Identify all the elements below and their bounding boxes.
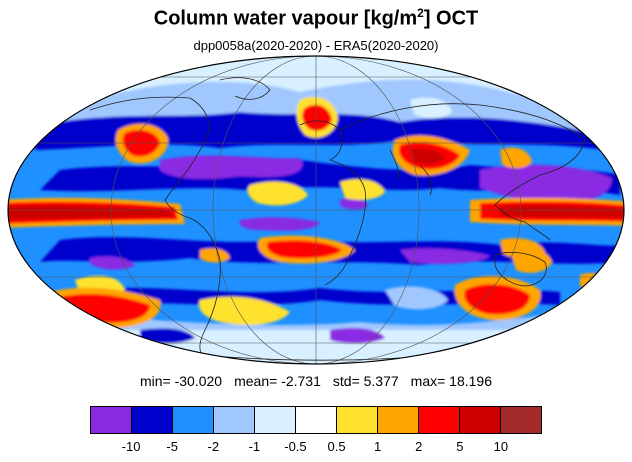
- colorbar-swatch: [460, 407, 501, 433]
- colorbar-tick-label: 5: [456, 439, 464, 454]
- colorbar-ticks: -10 -5 -2 -1 -0.5 0.5 1 2 5 10: [90, 439, 542, 457]
- colorbar-swatch: [255, 407, 296, 433]
- plot-subtitle: dpp0058a(2020-2020) - ERA5(2020-2020): [193, 38, 439, 53]
- stat-max: max= 18.196: [410, 373, 493, 389]
- colorbar-tick-label: 2: [415, 439, 423, 454]
- coastlines: [89, 77, 586, 361]
- colorbar-swatch: [214, 407, 255, 433]
- colorbar-tick-label: -1: [248, 439, 261, 454]
- colorbar-swatch: [132, 407, 173, 433]
- colorbar-swatch: [91, 407, 132, 433]
- plot-title: Column water vapour [kg/m2] OCT: [0, 6, 632, 31]
- colorbar-swatch: [337, 407, 378, 433]
- colorbar-swatch: [501, 407, 541, 433]
- statistics-line: min= -30.020 mean= -2.731 std= 5.377 max= 1…: [0, 373, 632, 389]
- title-superscript: 2: [417, 6, 424, 20]
- colorbar-tick-label: -0.5: [284, 439, 307, 454]
- colorbar-swatch: [419, 407, 460, 433]
- colorbar-tick-label: 0.5: [327, 439, 346, 454]
- colorbar-tick-label: 1: [374, 439, 382, 454]
- stat-min: min= -30.020: [139, 373, 223, 389]
- title-tail: ] OCT: [423, 7, 479, 30]
- colorbar-tick-label: -5: [166, 439, 178, 454]
- stat-std: std= 5.377: [332, 373, 399, 389]
- colorbar-swatch: [378, 407, 419, 433]
- colorbar-swatch: [296, 407, 337, 433]
- title-text: Column water vapour [kg/m: [153, 7, 418, 30]
- colorbar-tick-label: 10: [493, 439, 509, 454]
- colorbar-swatch: [173, 407, 214, 433]
- colorbar-tick-label: -10: [121, 439, 141, 454]
- colorbar: [90, 406, 542, 434]
- globe-outline: [7, 55, 625, 365]
- colorbar-tick-label: -2: [207, 439, 220, 454]
- stat-mean: mean= -2.731: [234, 373, 321, 389]
